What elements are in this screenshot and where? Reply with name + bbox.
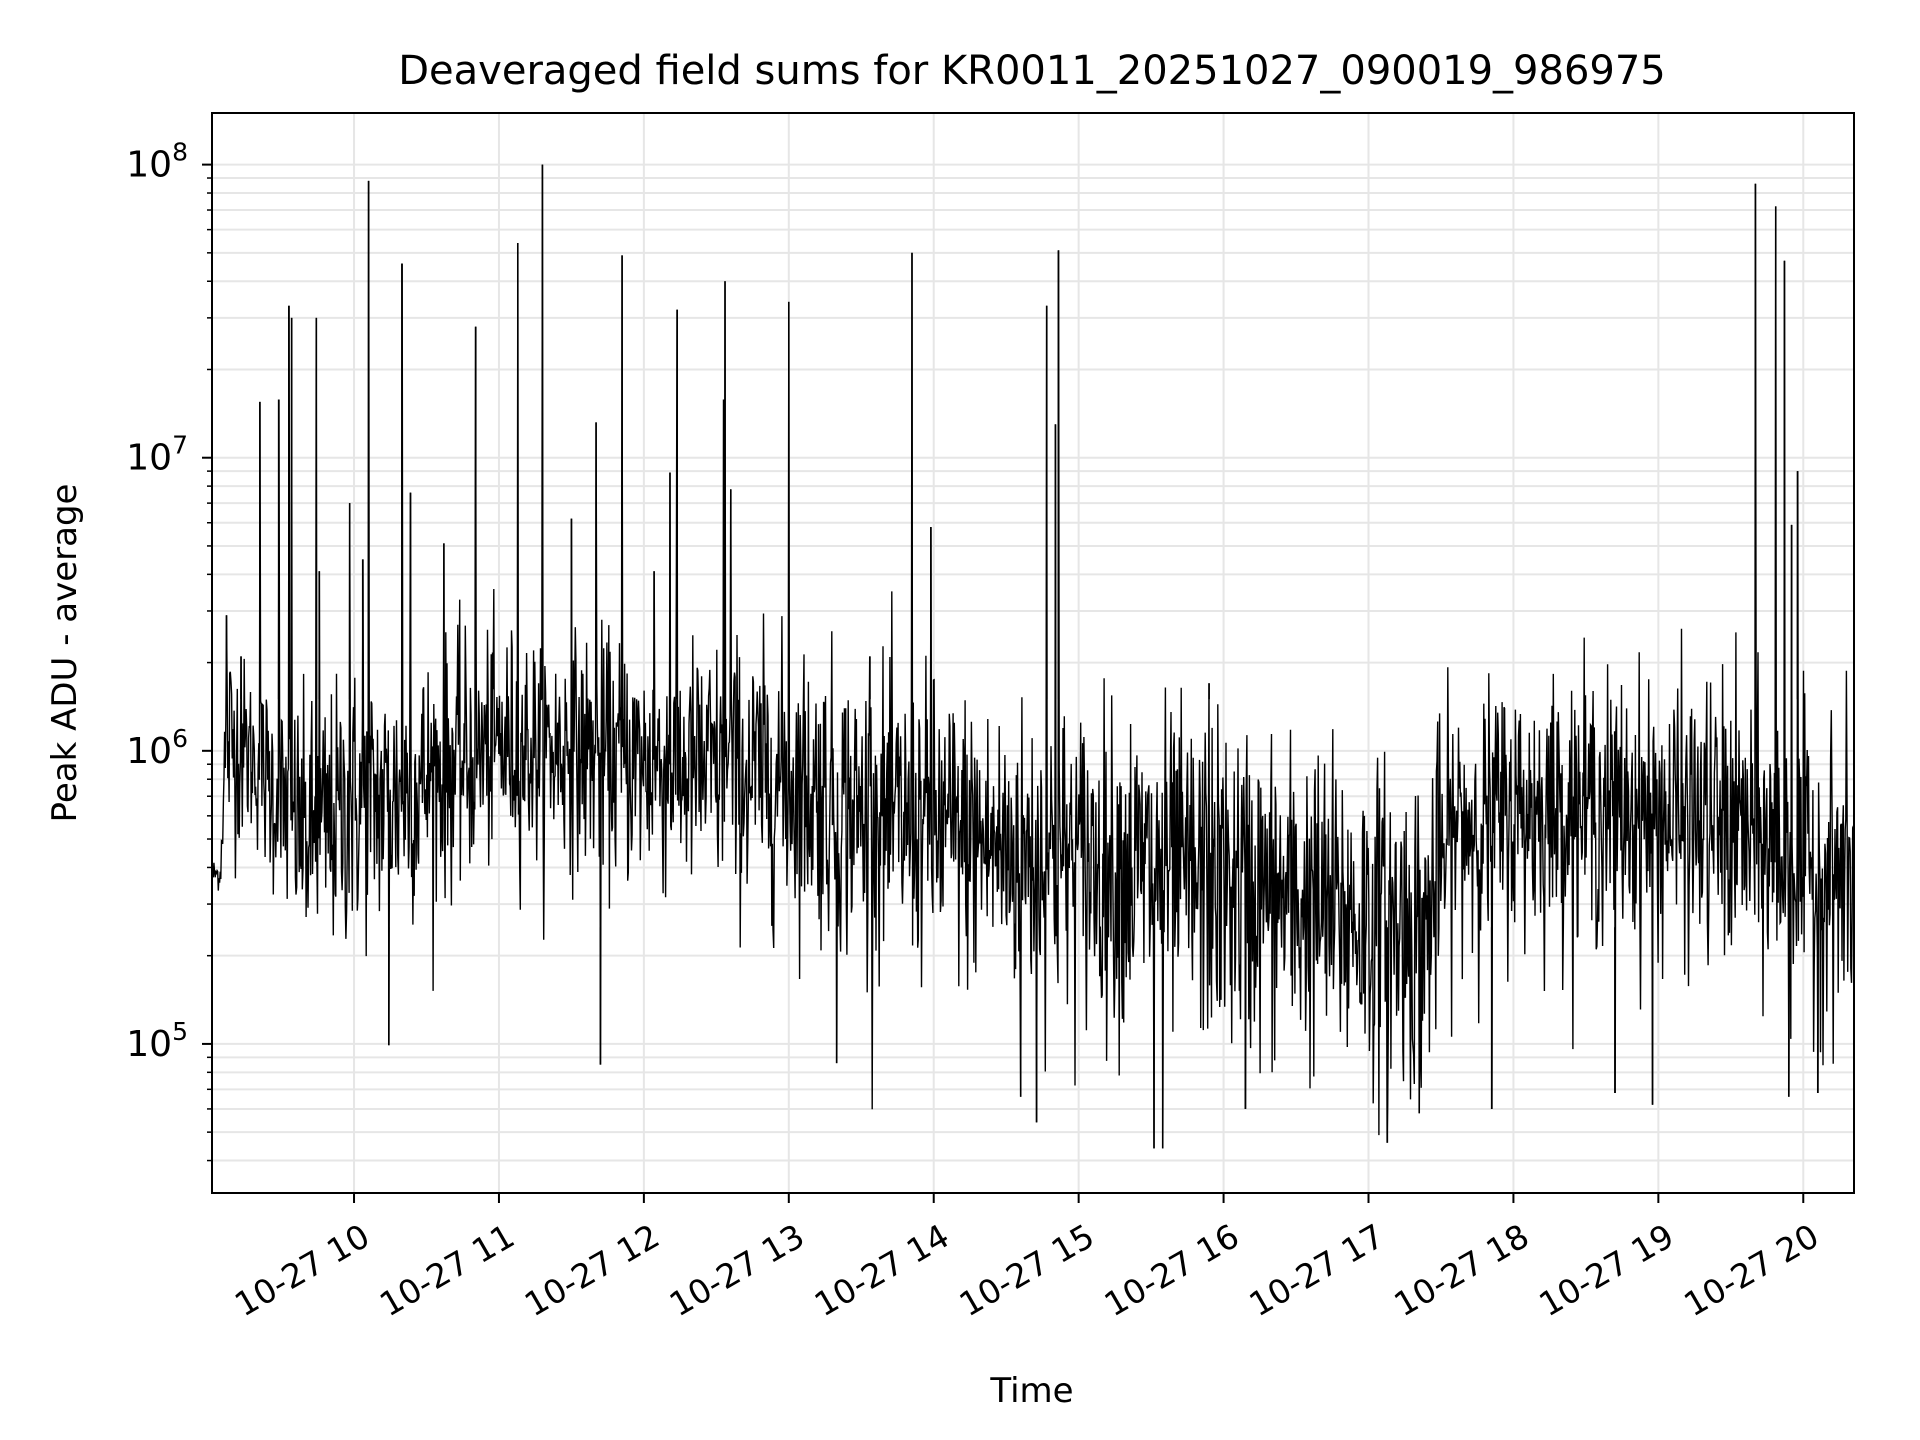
y-tick-label: 107 xyxy=(126,431,188,479)
plot-frame xyxy=(211,112,1855,1194)
series-line xyxy=(211,164,1855,1149)
y-tick-label: 108 xyxy=(126,138,188,186)
chart-title: Deaveraged field sums for KR0011_2025102… xyxy=(398,48,1666,94)
plot-layer xyxy=(211,164,1855,1149)
y-axis-label: Peak ADU - average xyxy=(45,484,85,823)
y-tick-label: 105 xyxy=(126,1017,188,1065)
x-axis-label: Time xyxy=(989,1371,1073,1411)
y-tick-label: 106 xyxy=(126,724,188,772)
